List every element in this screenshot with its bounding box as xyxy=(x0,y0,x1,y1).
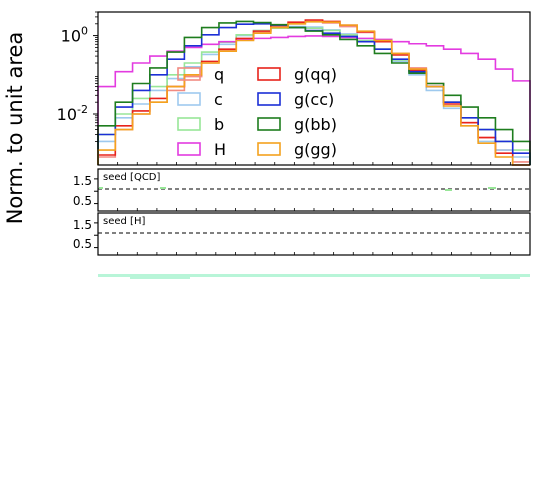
legend-swatch xyxy=(257,67,281,81)
legend-label: q xyxy=(214,65,224,84)
ratio-qcd-annotation: seed [QCD] xyxy=(103,172,160,183)
ratio-qcd-ytick-label-0p5: 0.5 xyxy=(73,194,92,208)
legend-label: c xyxy=(214,90,223,109)
ratio-qcd-frame xyxy=(97,168,531,212)
legend-label: g(cc) xyxy=(294,90,334,109)
legend-swatch xyxy=(257,92,281,106)
series-line-gbb xyxy=(97,20,531,165)
legend-swatch xyxy=(177,117,201,131)
ratio-h-ytick-label-1p5: 1.5 xyxy=(73,218,92,232)
y-axis-label: Norm. to unit area xyxy=(3,32,27,225)
legend-label: b xyxy=(214,115,224,134)
ratio-h-frame xyxy=(97,212,531,256)
ratio-qcd-markers xyxy=(99,187,496,191)
legend-swatch xyxy=(177,67,201,81)
ratio-qcd-marker xyxy=(99,187,103,189)
legend-label: g(bb) xyxy=(294,115,337,134)
ratio-h-ytick-label-0p5: 0.5 xyxy=(73,237,92,251)
faint-strip-band xyxy=(98,274,530,277)
legend-label: g(qq) xyxy=(294,65,337,84)
ratio-qcd-marker xyxy=(488,187,496,189)
legend-label: H xyxy=(214,140,226,159)
ratio-panel-qcd: seed [QCD] 1.5 0.5 xyxy=(73,168,531,212)
ratio-qcd-ytick-label-1p5: 1.5 xyxy=(73,174,92,188)
legend-swatch xyxy=(257,117,281,131)
legend-label: g(gg) xyxy=(294,140,337,159)
ratio-h-annotation: seed [H] xyxy=(103,216,145,227)
legend-swatch xyxy=(257,142,281,156)
legend-swatch xyxy=(177,142,201,156)
faint-strip-band xyxy=(130,275,190,279)
series-line-ggg xyxy=(97,20,530,166)
ratio-qcd-marker xyxy=(445,189,452,191)
ratio-panel-h: seed [H] 1.5 0.5 xyxy=(73,212,531,256)
main-ytick-label: 100 xyxy=(61,25,88,46)
faint-ratio-strip xyxy=(98,274,530,279)
faint-strip-band xyxy=(480,275,520,279)
legend-swatch xyxy=(177,92,201,106)
main-ytick-label: 10-2 xyxy=(57,103,88,124)
ratio-qcd-marker xyxy=(160,187,166,189)
